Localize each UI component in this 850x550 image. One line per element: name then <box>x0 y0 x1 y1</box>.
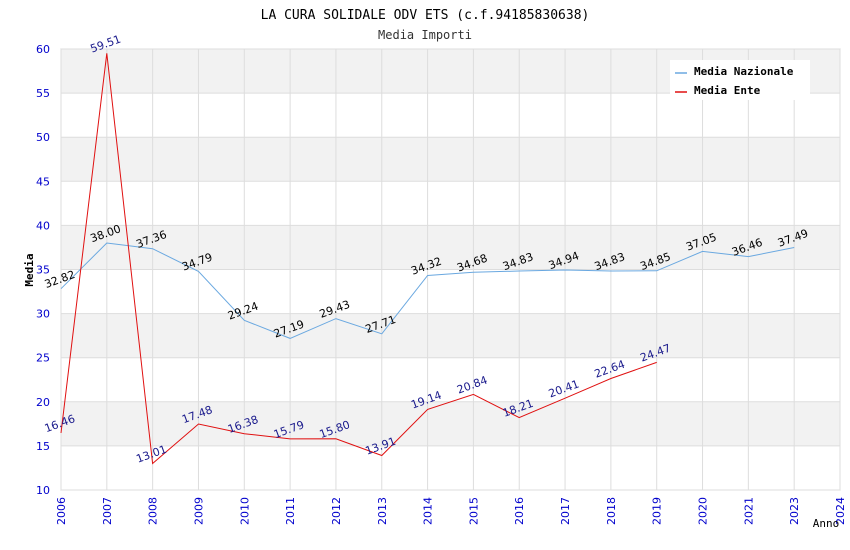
y-tick-label: 20 <box>36 396 50 409</box>
legend-box <box>670 60 810 100</box>
x-tick-label: 2008 <box>147 497 160 525</box>
x-tick-label: 2014 <box>422 497 435 525</box>
plot-band <box>61 313 840 358</box>
chart-title: LA CURA SOLIDALE ODV ETS (c.f.9418583063… <box>261 8 590 23</box>
y-tick-label: 25 <box>36 352 50 365</box>
legend: Media Nazionale Media Ente <box>670 60 810 100</box>
x-axis-ticks: 2006 2007 2008 2009 2010 2011 2012 2013 2014 2015… <box>55 497 847 525</box>
y-tick-label: 55 <box>36 87 50 100</box>
y-tick-label: 60 <box>36 43 50 56</box>
y-axis-label: Media <box>23 253 36 286</box>
x-tick-label: 2018 <box>605 497 618 525</box>
plot-band <box>61 225 840 270</box>
y-tick-label: 15 <box>36 440 50 453</box>
x-tick-label: 2019 <box>651 497 664 525</box>
x-axis-label: Anno <box>813 517 840 530</box>
y-tick-label: 35 <box>36 264 50 277</box>
y-tick-label: 40 <box>36 219 50 232</box>
data-label: 20.41 <box>547 377 581 400</box>
series-line-media-nazionale <box>60 242 795 339</box>
y-tick-label: 10 <box>36 484 50 497</box>
x-tick-label: 2013 <box>376 497 389 525</box>
series-line-media-ente <box>60 53 657 465</box>
x-tick-label: 2015 <box>467 497 480 525</box>
x-tick-label: 2006 <box>55 497 68 525</box>
x-tick-label: 2012 <box>330 497 343 525</box>
x-tick-label: 2017 <box>559 497 572 525</box>
x-tick-label: 2021 <box>742 497 755 525</box>
data-label: 20.84 <box>455 374 489 397</box>
x-tick-label: 2016 <box>513 497 526 525</box>
x-tick-label: 2024 <box>834 497 847 525</box>
x-tick-label: 2011 <box>284 497 297 525</box>
plot-band <box>61 401 840 446</box>
y-tick-label: 50 <box>36 131 50 144</box>
x-tick-label: 2010 <box>238 497 251 525</box>
y-axis-ticks: 10 15 20 25 30 35 40 45 50 55 60 <box>36 43 50 497</box>
x-tick-label: 2020 <box>697 497 710 525</box>
legend-label-ente: Media Ente <box>694 84 761 97</box>
y-tick-label: 45 <box>36 175 50 188</box>
x-tick-label: 2009 <box>192 497 205 525</box>
plot-band <box>61 137 840 182</box>
data-label: 22.64 <box>593 358 627 381</box>
x-tick-label: 2023 <box>788 497 801 525</box>
y-tick-label: 30 <box>36 308 50 321</box>
plot-background <box>60 48 841 491</box>
legend-label-nazionale: Media Nazionale <box>694 65 794 78</box>
chart-subtitle: Media Importi <box>378 28 472 42</box>
x-tick-label: 2007 <box>101 497 114 525</box>
series-lines <box>60 53 795 465</box>
